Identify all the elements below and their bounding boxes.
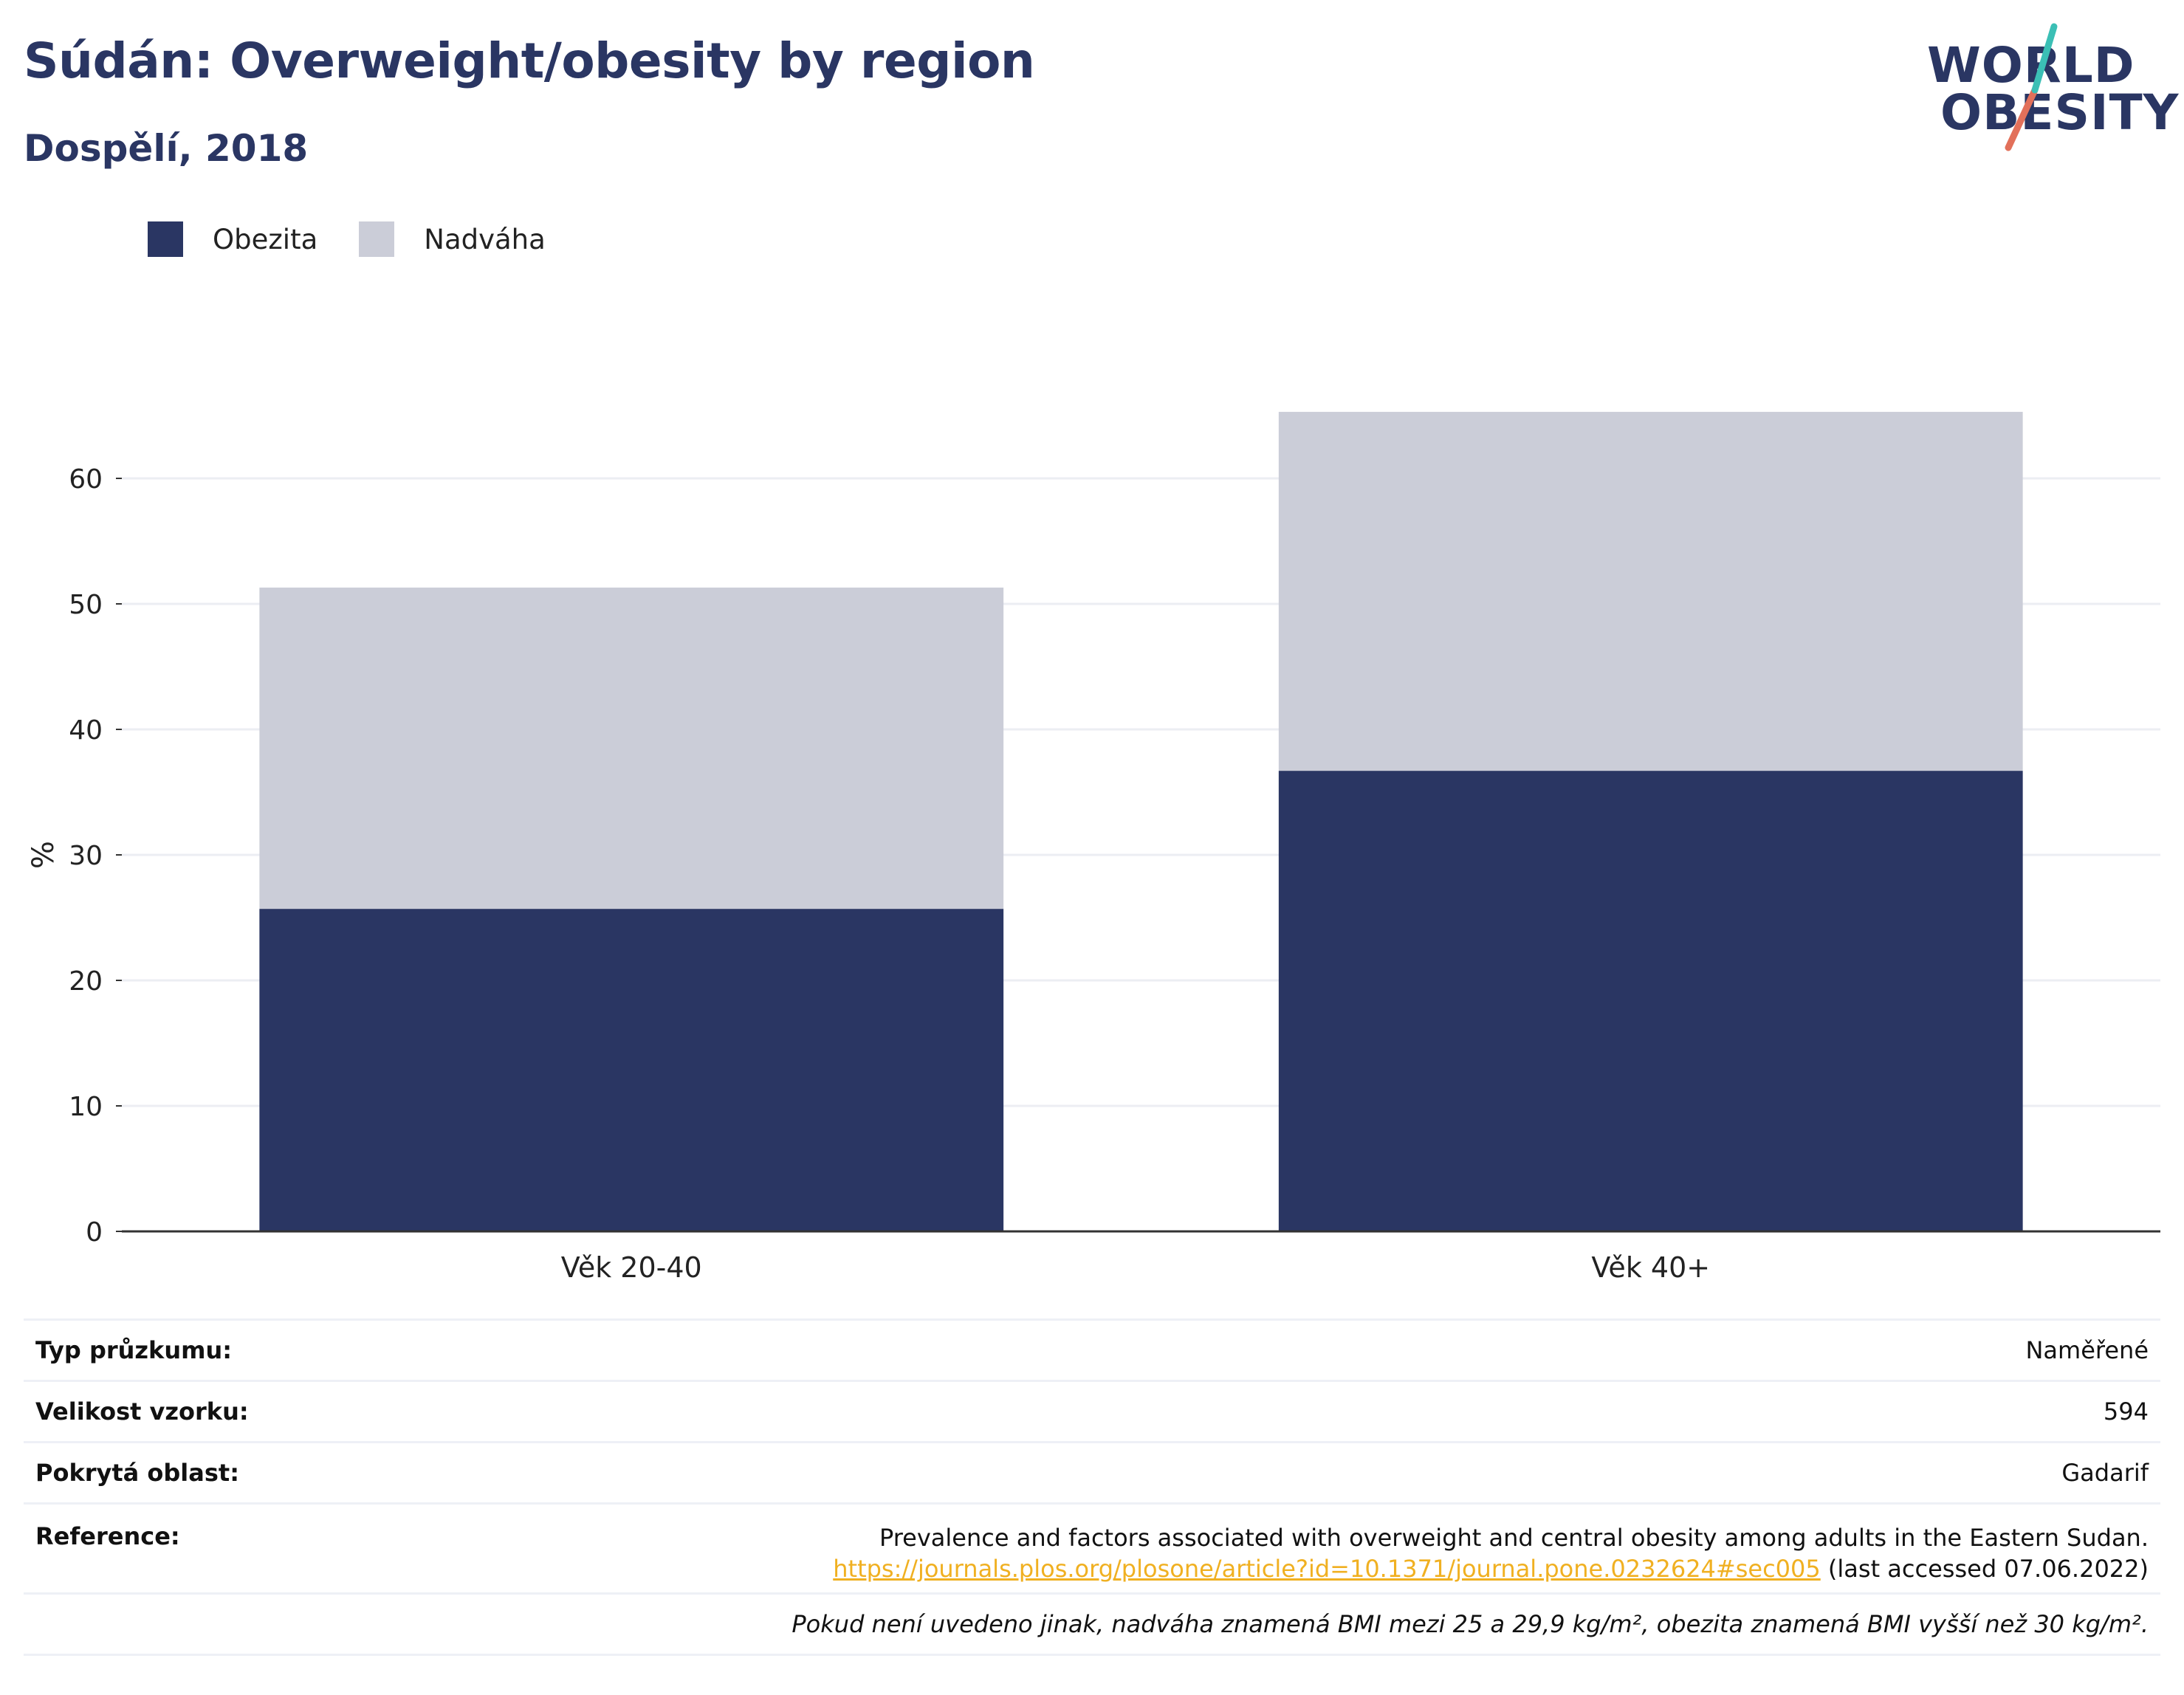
area-label: Pokrytá oblast: <box>35 1459 239 1487</box>
area-value: Gadarif <box>2061 1459 2149 1487</box>
legend-swatch-nadvaha <box>359 221 395 257</box>
bmi-note: Pokud není uvedeno jinak, nadváha znamen… <box>791 1610 2149 1638</box>
sample-size-value: 594 <box>2103 1397 2149 1426</box>
legend-swatch-obezita <box>148 221 183 257</box>
y-tick-label: 30 <box>69 841 103 871</box>
bar-nadvaha-1 <box>259 587 1004 910</box>
reference-value: Prevalence and factors associated with o… <box>833 1522 2149 1592</box>
y-tick-label: 0 <box>86 1217 103 1248</box>
x-category-label: Věk 40+ <box>1591 1251 1710 1284</box>
chart-title: Súdán: Overweight/obesity by region <box>24 32 1035 89</box>
y-tick-label: 40 <box>69 715 103 746</box>
reference-accessed: (last accessed 07.06.2022) <box>1820 1555 2149 1583</box>
chart-legend: Obezita Nadváha <box>148 219 587 260</box>
reference-text: Prevalence and factors associated with o… <box>879 1524 2149 1552</box>
survey-type-value: Naměřené <box>2025 1336 2149 1364</box>
reference-label: Reference: <box>35 1522 180 1550</box>
bar-obezita-1 <box>259 909 1004 1231</box>
logo-slash-icon <box>2005 23 2058 151</box>
survey-type-label: Typ průzkumu: <box>35 1336 233 1364</box>
y-axis-title: % <box>27 841 61 869</box>
logo-line-1: WORLD <box>1927 37 2135 94</box>
world-obesity-logo: WORLD OBESITY <box>1927 22 2178 155</box>
legend-label-nadvaha: Nadváha <box>424 223 546 255</box>
chart-subtitle: Dospělí, 2018 <box>24 127 309 170</box>
legend-item-nadvaha[interactable]: Nadváha <box>359 221 546 257</box>
y-tick-label: 50 <box>69 590 103 620</box>
x-category-label: Věk 20-40 <box>561 1251 702 1284</box>
y-tick-label: 10 <box>69 1092 103 1122</box>
info-table: Typ průzkumu: Naměřené Velikost vzorku: … <box>24 1318 2160 1656</box>
table-bottom-border <box>24 1654 2160 1656</box>
info-row-area: Pokrytá oblast: Gadarif <box>24 1441 2160 1502</box>
bar-obezita-2 <box>1278 771 2023 1231</box>
info-row-note: Pokud není uvedeno jinak, nadváha znamen… <box>24 1592 2160 1654</box>
info-row-sample-size: Velikost vzorku: 594 <box>24 1380 2160 1441</box>
y-tick-label: 60 <box>69 464 103 495</box>
bar-nadvaha-2 <box>1278 411 2023 771</box>
legend-label-obezita: Obezita <box>213 223 318 255</box>
bar-chart: 0 10 20 30 40 50 60 Věk 20-40 Věk 40+% <box>27 411 2160 1284</box>
y-tick-label: 20 <box>69 966 103 997</box>
sample-size-label: Velikost vzorku: <box>35 1397 249 1426</box>
info-row-survey-type: Typ průzkumu: Naměřené <box>24 1318 2160 1380</box>
reference-link[interactable]: https://journals.plos.org/plosone/articl… <box>833 1555 1821 1583</box>
legend-item-obezita[interactable]: Obezita <box>148 221 317 257</box>
info-row-reference: Reference: Prevalence and factors associ… <box>24 1502 2160 1592</box>
logo-line-2: OBESITY <box>1940 84 2180 141</box>
